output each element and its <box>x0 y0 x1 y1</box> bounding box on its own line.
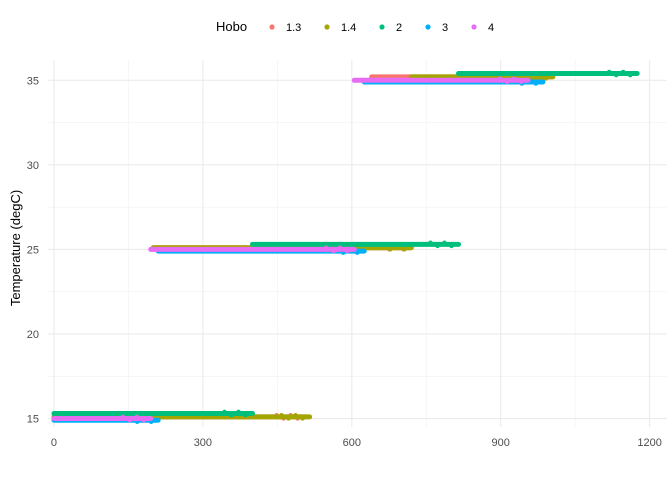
y-tick-label: 15 <box>27 414 39 426</box>
series-4-point <box>330 248 336 254</box>
series-1-4-point <box>286 416 291 421</box>
legend-label: 4 <box>488 22 494 34</box>
legend-key-3 <box>425 24 431 30</box>
legend-key-2 <box>379 24 385 30</box>
series-4-point <box>511 76 517 82</box>
series-2-point <box>428 240 433 246</box>
series-2-point <box>606 69 612 75</box>
series-2-point <box>229 412 234 418</box>
series-4-point <box>134 414 140 420</box>
series-4-point <box>127 417 133 423</box>
series-3-point <box>354 250 360 255</box>
series-1-4-point <box>388 246 393 252</box>
series-1-4-point <box>402 246 407 252</box>
series-2-point <box>222 409 227 415</box>
legend-title: Hobo <box>216 19 247 34</box>
legend: Hobo 1.3 1.4 2 3 4 <box>216 19 494 34</box>
legend-key-1-3 <box>269 24 275 30</box>
series-2-point <box>243 412 248 418</box>
series-4-point <box>141 417 147 423</box>
series-2-point <box>613 72 619 78</box>
x-tick-label: 600 <box>343 437 361 449</box>
series-2-point <box>627 72 633 78</box>
series-2-point <box>449 243 454 249</box>
series-4-point <box>504 79 510 85</box>
legend-key-4 <box>471 24 477 30</box>
x-tick-label: 0 <box>51 437 57 449</box>
series-4-point <box>120 414 126 420</box>
x-tick-label: 1200 <box>637 437 661 449</box>
series-2-point <box>236 409 241 415</box>
x-tick-label: 300 <box>194 437 212 449</box>
y-tick-label: 25 <box>27 244 39 256</box>
y-tick-label: 20 <box>27 329 39 341</box>
series-3-point <box>533 81 539 86</box>
series-1-4-point <box>279 413 284 418</box>
series-2-point <box>435 243 440 249</box>
data-points <box>51 69 640 425</box>
axes: Temperature (degC) 0 300 600 900 1200 15 20 25 3… <box>8 75 662 449</box>
y-axis-title: Temperature (degC) <box>8 190 23 306</box>
series-4-point <box>497 76 503 82</box>
legend-label: 3 <box>442 22 448 34</box>
x-tick-label: 900 <box>492 437 510 449</box>
legend-label: 2 <box>396 22 402 34</box>
series-2-point <box>442 240 447 246</box>
legend-label: 1.3 <box>286 22 301 34</box>
series-4-point <box>323 245 329 251</box>
legend-key-1-4 <box>324 24 330 30</box>
series-4-point <box>518 79 524 85</box>
legend-label: 1.4 <box>341 22 356 34</box>
series-2-point <box>620 69 626 75</box>
series-1-4-point <box>300 416 305 421</box>
y-tick-label: 30 <box>27 160 39 172</box>
series-4-point <box>344 248 350 254</box>
y-tick-label: 35 <box>27 75 39 87</box>
series-1-4-point <box>293 413 298 418</box>
series-4-point <box>337 245 343 251</box>
series-1-4-point <box>543 76 549 81</box>
